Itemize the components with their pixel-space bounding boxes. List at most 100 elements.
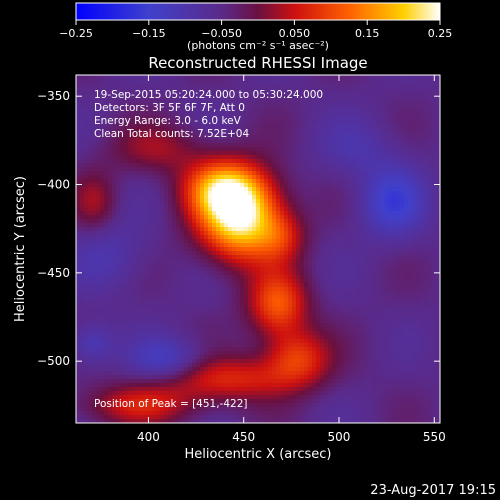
heatmap-cell (88, 163, 93, 168)
heatmap-cell (240, 139, 245, 144)
heatmap-cell (220, 79, 225, 84)
heatmap-cell (96, 187, 101, 192)
heatmap-cell (180, 87, 185, 92)
heatmap-cell (316, 171, 321, 176)
heatmap-cell (368, 143, 373, 148)
heatmap-cell (244, 287, 249, 292)
heatmap-cell (376, 199, 381, 204)
heatmap-cell (416, 83, 421, 88)
heatmap-cell (268, 135, 273, 140)
heatmap-cell (248, 291, 253, 296)
heatmap-cell (168, 151, 173, 156)
heatmap-cell (320, 175, 325, 180)
heatmap-cell (172, 155, 177, 160)
heatmap-cell (204, 287, 209, 292)
heatmap-cell (212, 175, 217, 180)
heatmap-cell (292, 147, 297, 152)
heatmap-cell (240, 191, 245, 196)
heatmap-cell (164, 203, 169, 208)
heatmap-cell (160, 143, 165, 148)
heatmap-cell (264, 79, 269, 84)
heatmap-cell (376, 95, 381, 100)
heatmap-cell (312, 91, 317, 96)
heatmap-cell (136, 91, 141, 96)
heatmap-cell (76, 179, 81, 184)
heatmap-cell (268, 151, 273, 156)
heatmap-cell (132, 147, 137, 152)
heatmap-cell (272, 243, 277, 248)
heatmap-cell (188, 115, 193, 120)
heatmap-cell (104, 267, 109, 272)
heatmap-cell (320, 75, 325, 80)
heatmap-cell (324, 167, 329, 172)
heatmap-cell (432, 203, 437, 208)
heatmap-cell (280, 191, 285, 196)
heatmap-cell (84, 143, 89, 148)
heatmap-cell (196, 267, 201, 272)
heatmap-cell (200, 107, 205, 112)
heatmap-cell (180, 223, 185, 228)
heatmap-cell (272, 103, 277, 108)
heatmap-cell (256, 167, 261, 172)
heatmap-cell (304, 79, 309, 84)
heatmap-cell (432, 199, 437, 204)
heatmap-cell (296, 279, 301, 284)
heatmap-cell (140, 167, 145, 172)
heatmap-cell (372, 95, 377, 100)
heatmap-cell (192, 159, 197, 164)
heatmap-cell (384, 191, 389, 196)
heatmap-cell (144, 251, 149, 256)
heatmap-cell (380, 179, 385, 184)
heatmap-cell (320, 235, 325, 240)
heatmap-cell (408, 111, 413, 116)
heatmap-cell (104, 287, 109, 292)
heatmap-cell (236, 107, 241, 112)
heatmap-cell (412, 147, 417, 152)
heatmap-cell (324, 111, 329, 116)
heatmap-cell (92, 167, 97, 172)
heatmap-cell (264, 107, 269, 112)
heatmap-cell (432, 243, 437, 248)
heatmap-cell (268, 271, 273, 276)
heatmap-cell (144, 175, 149, 180)
heatmap-cell (88, 239, 93, 244)
heatmap-cell (264, 147, 269, 152)
heatmap-cell (292, 187, 297, 192)
heatmap-cell (216, 123, 221, 128)
heatmap-cell (316, 263, 321, 268)
heatmap-cell (372, 111, 377, 116)
heatmap-cell (348, 239, 353, 244)
heatmap-cell (264, 255, 269, 260)
heatmap-cell (416, 179, 421, 184)
heatmap-cell (356, 283, 361, 288)
heatmap-cell (192, 171, 197, 176)
heatmap-cell (144, 103, 149, 108)
heatmap-cell (184, 179, 189, 184)
heatmap-cell (248, 235, 253, 240)
heatmap-cell (340, 251, 345, 256)
heatmap-cell (396, 151, 401, 156)
heatmap-cell (164, 119, 169, 124)
heatmap-cell (204, 99, 209, 104)
heatmap-cell (380, 103, 385, 108)
heatmap-cell (280, 235, 285, 240)
heatmap-cell (404, 167, 409, 172)
heatmap-cell (296, 111, 301, 116)
heatmap-cell (424, 207, 429, 212)
heatmap-cell (180, 243, 185, 248)
heatmap-cell (128, 255, 133, 260)
heatmap-cell (312, 287, 317, 292)
heatmap-cell (300, 187, 305, 192)
heatmap-cell (372, 183, 377, 188)
heatmap-cell (244, 243, 249, 248)
heatmap-cell (388, 223, 393, 228)
heatmap-cell (308, 127, 313, 132)
heatmap-cell (364, 259, 369, 264)
heatmap-cell (324, 263, 329, 268)
heatmap-cell (76, 159, 81, 164)
heatmap-cell (216, 139, 221, 144)
heatmap-cell (164, 123, 169, 128)
heatmap-cell (368, 147, 373, 152)
heatmap-cell (212, 107, 217, 112)
heatmap-cell (328, 287, 333, 292)
